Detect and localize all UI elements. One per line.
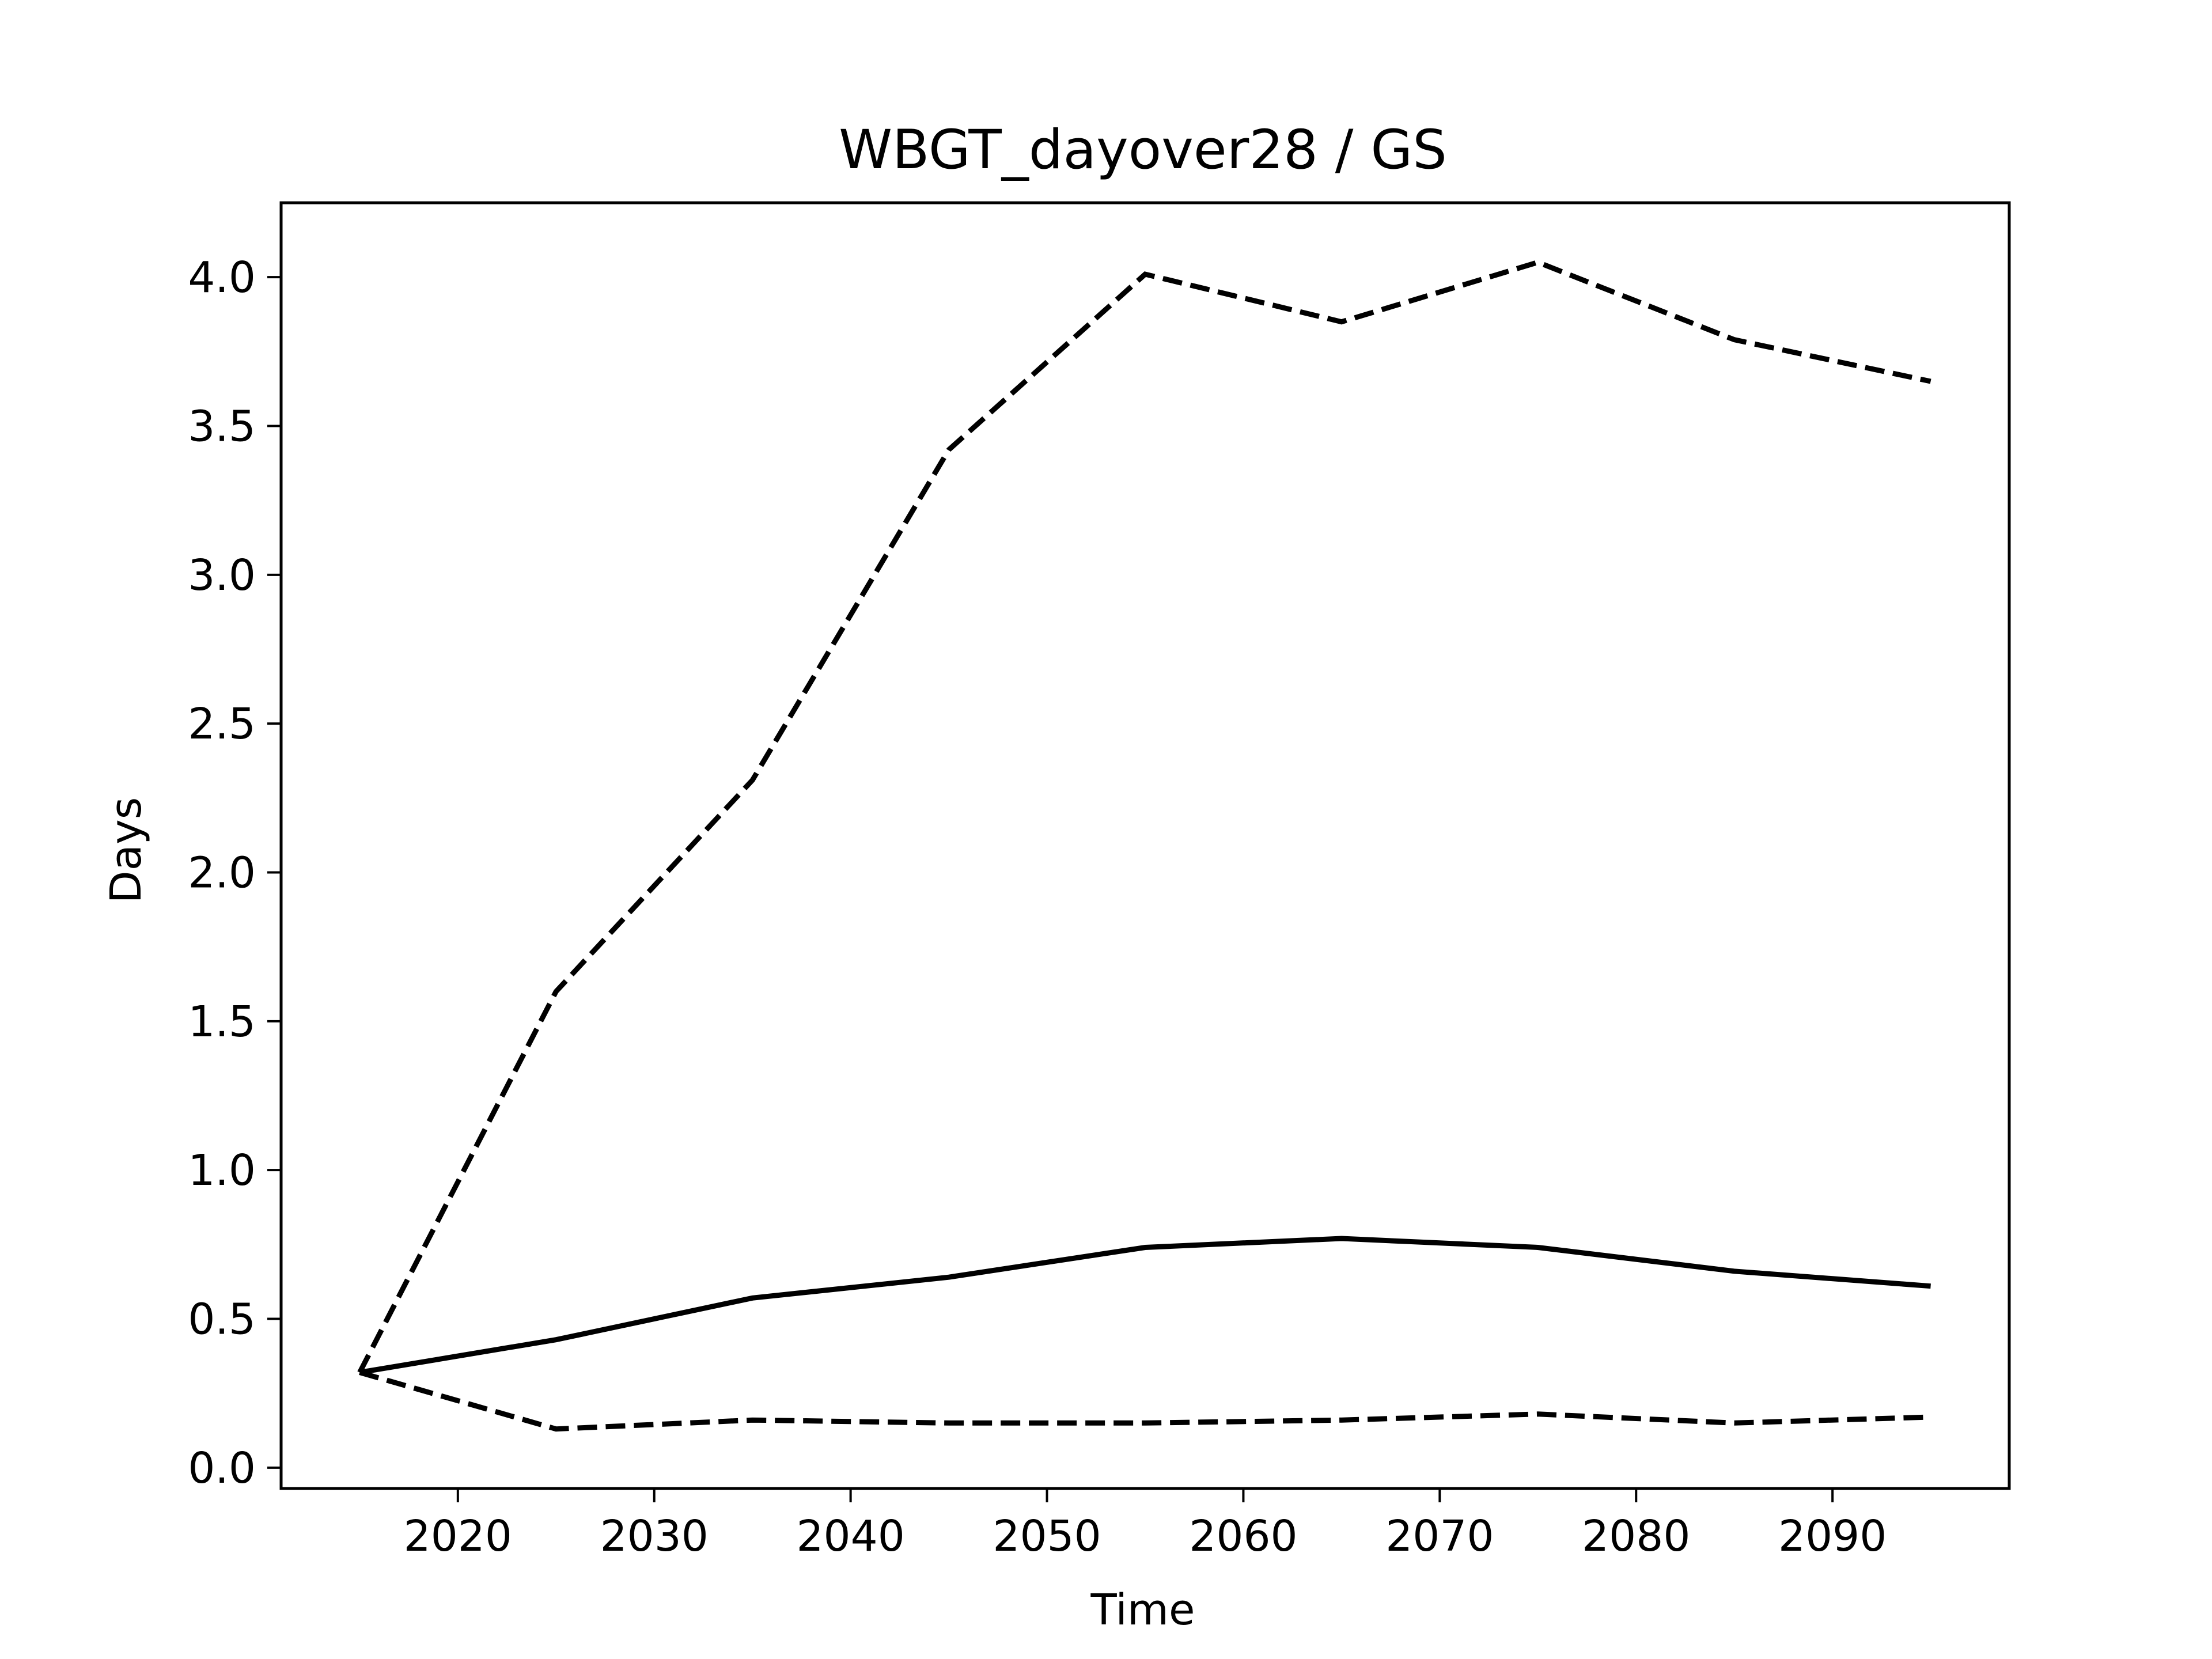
y-tick-label: 3.0 xyxy=(188,551,256,600)
y-tick-label: 0.0 xyxy=(188,1444,256,1493)
chart-title: WBGT_dayover28 / GS xyxy=(839,119,1447,181)
x-tick-label: 2090 xyxy=(1778,1512,1887,1561)
y-tick-label: 0.5 xyxy=(188,1295,256,1344)
plot-area-frame xyxy=(279,201,2011,1490)
series-layer xyxy=(357,259,1931,1432)
y-tick-label: 1.5 xyxy=(188,997,256,1047)
y-tick-label: 3.5 xyxy=(188,402,256,452)
x-tick-label: 2020 xyxy=(404,1512,512,1561)
x-tick-label: 2050 xyxy=(993,1512,1101,1561)
series-line-1-dashed xyxy=(357,259,1931,1374)
y-tick-label: 2.5 xyxy=(188,699,256,749)
series-line-2-solid xyxy=(359,1236,1931,1375)
x-tick-label: 2080 xyxy=(1582,1512,1690,1561)
y-axis: 0.0 0.5 1.0 1.5 2.0 2.5 3.0 3.5 4.0 xyxy=(188,253,281,1493)
y-tick-label: 4.0 xyxy=(188,253,256,302)
y-axis-label: Days xyxy=(101,797,151,904)
x-tick-label: 2060 xyxy=(1189,1512,1297,1561)
x-tick-label: 2070 xyxy=(1385,1512,1494,1561)
x-axis: 2020 2030 2040 2050 2060 2070 2080 2090 xyxy=(404,1488,1887,1561)
y-tick-label: 1.0 xyxy=(188,1146,256,1195)
x-axis-label: Time xyxy=(1090,1585,1195,1635)
y-tick-label: 2.0 xyxy=(188,849,256,898)
x-tick-label: 2030 xyxy=(600,1512,709,1561)
x-tick-label: 2040 xyxy=(796,1512,904,1561)
series-line-3-dashed xyxy=(359,1370,1931,1432)
